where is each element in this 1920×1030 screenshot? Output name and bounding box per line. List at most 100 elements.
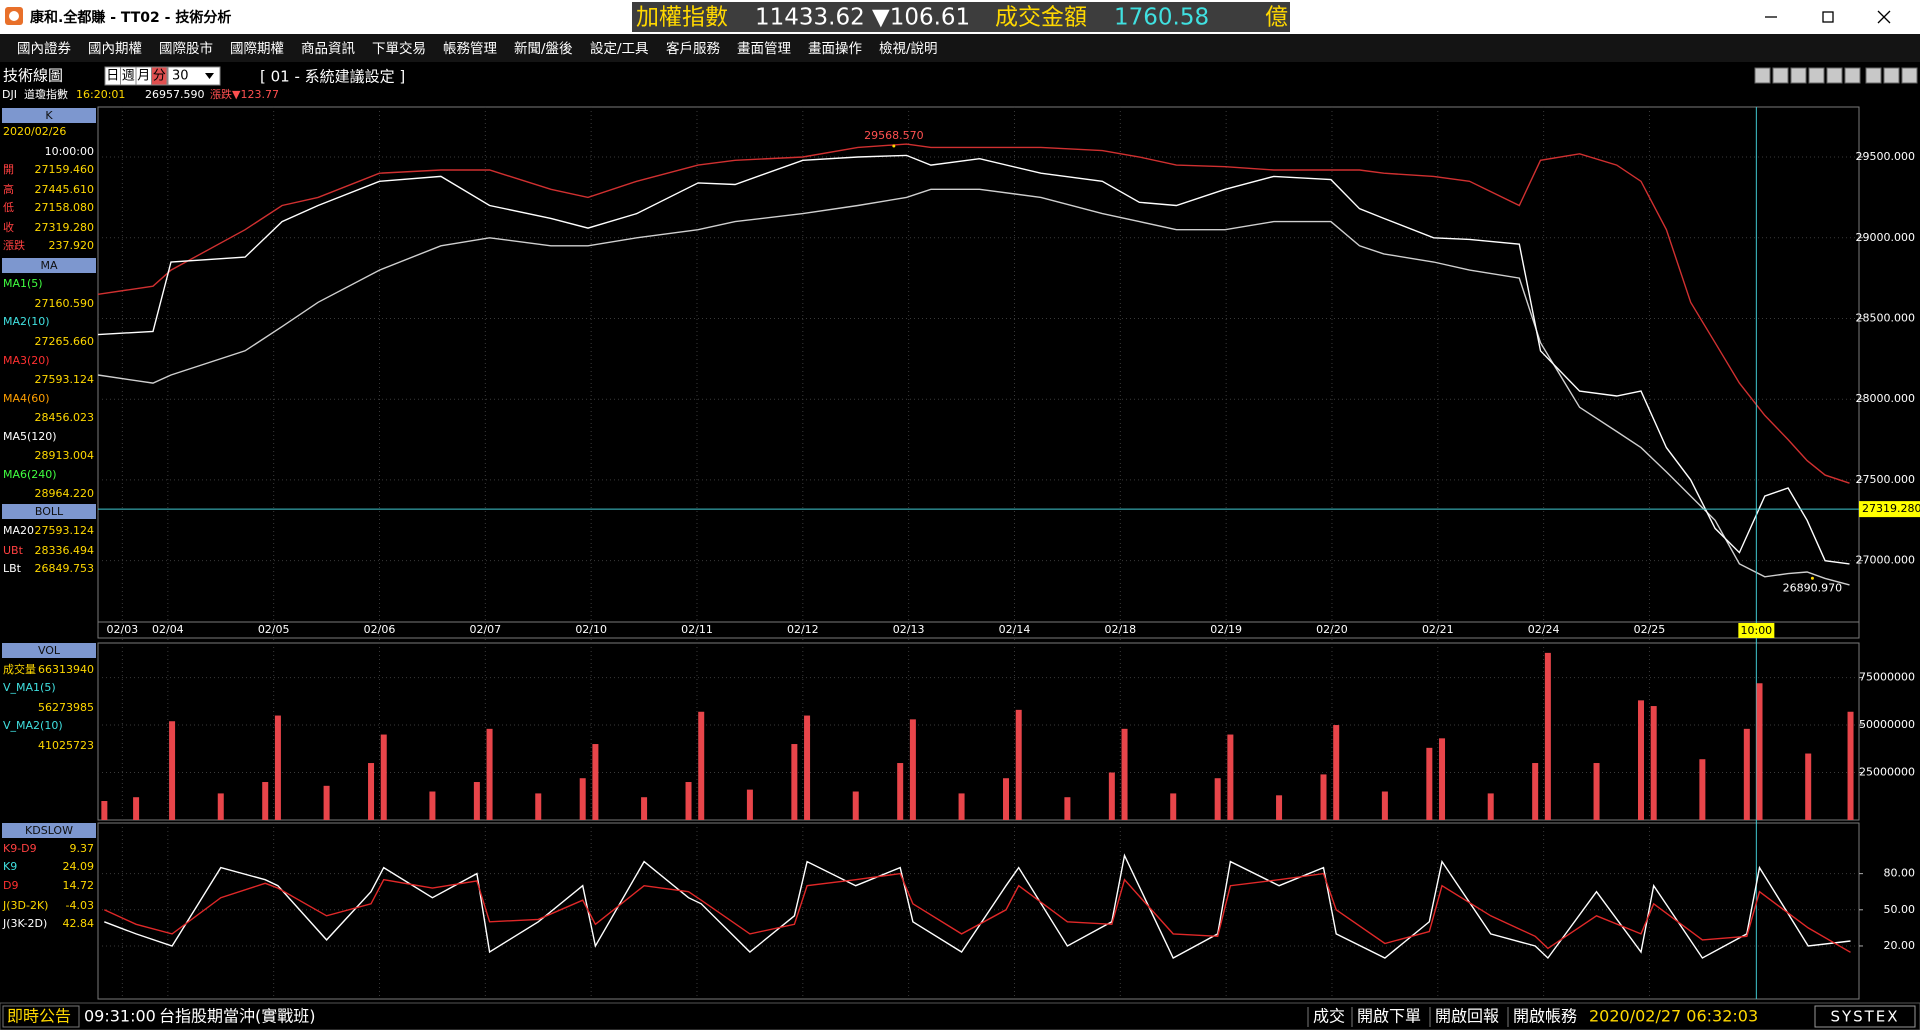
k-time: 10:00:00 (45, 145, 94, 158)
x-tick-label: 02/04 (152, 623, 184, 636)
menu-item[interactable]: 帳務管理 (443, 41, 497, 57)
tool-button[interactable] (1808, 67, 1825, 84)
status-button[interactable]: 成交 (1313, 1007, 1345, 1026)
menu-item[interactable]: 檢視/說明 (879, 40, 938, 57)
volume-bar (473, 782, 480, 820)
indicator-value: 14.72 (63, 879, 95, 892)
period-button[interactable] (151, 66, 168, 86)
volume-bar (1650, 706, 1657, 820)
x-tick-label: 02/12 (787, 623, 819, 636)
indicator-value: 28336.494 (35, 544, 95, 557)
x-tick-label: 02/24 (1528, 623, 1560, 636)
volume-bar (1214, 778, 1221, 820)
volume-bar (791, 744, 798, 820)
x-tick-label: 02/14 (999, 623, 1031, 636)
cursor-box (1738, 623, 1775, 638)
ticker-name: 加權指數 (636, 5, 728, 31)
indicator-value: 28964.220 (35, 487, 95, 500)
indicator-label: K9-D9 (3, 842, 37, 855)
turnover-value: 1760.58 (1114, 5, 1209, 31)
volume-bar (1003, 778, 1010, 820)
menu-item[interactable]: 設定/工具 (590, 41, 649, 57)
indicator-value: 26849.753 (35, 562, 95, 575)
turnover-label: 成交金額 (995, 5, 1087, 31)
setting-label[interactable]: [ 01 - 系統建議設定 ] (260, 68, 405, 86)
volume-bar (169, 721, 176, 820)
y-tick-label: 80.00 (1884, 867, 1916, 880)
chart-tools (1754, 67, 1918, 84)
y-tick-label: 50.00 (1884, 903, 1916, 916)
volume-bar (1121, 728, 1128, 820)
notice-label[interactable]: 即時公告 (7, 1007, 71, 1026)
period-label: 日 (106, 69, 119, 84)
indicator-label: 漲跌 (3, 238, 25, 252)
status-button[interactable]: 開啟下單 (1357, 1007, 1421, 1026)
indicator-value: 41025723 (38, 739, 94, 752)
indicator-value: 27265.660 (35, 335, 95, 348)
x-tick-label: 02/11 (681, 623, 713, 636)
menu-item[interactable]: 新聞/盤後 (514, 41, 573, 57)
menu-item[interactable]: 畫面操作 (808, 41, 862, 57)
tool-button[interactable] (1772, 67, 1789, 84)
y-tick-label: 20.00 (1884, 939, 1916, 952)
menu-item[interactable]: 國際期權 (230, 41, 284, 57)
volume-bar (641, 797, 648, 820)
tool-button[interactable] (1901, 67, 1918, 84)
volume-bar (429, 791, 436, 820)
indicator-value: 24.09 (63, 860, 95, 873)
indicator-value: 27158.080 (35, 201, 95, 214)
series-line (97, 154, 1850, 565)
indicator-label: 低 (3, 201, 14, 214)
menu-item[interactable]: 商品資訊 (301, 41, 355, 57)
x-tick-label: 02/18 (1104, 623, 1136, 636)
interval-select[interactable] (167, 66, 221, 86)
volume-bar (1532, 763, 1539, 820)
turnover-unit: 億 (1265, 5, 1288, 31)
y-tick-label: 25000000 (1859, 766, 1915, 779)
notice-message[interactable]: 台指股期當沖(實戰班) (159, 1007, 316, 1026)
price-panel (97, 106, 1860, 639)
volume-bar (852, 791, 859, 820)
dropdown-arrow (205, 73, 214, 79)
tool-button[interactable] (1883, 67, 1900, 84)
tool-button[interactable] (1865, 67, 1882, 84)
status-button[interactable]: 開啟帳務 (1513, 1007, 1577, 1026)
indicator-label: 成交量 (3, 662, 36, 676)
extreme-label: 29568.570 (864, 129, 924, 142)
y-tick-label: 50000000 (1859, 718, 1915, 731)
volume-bar (1108, 772, 1115, 820)
tool-button[interactable] (1844, 67, 1861, 84)
period-label: 月 (137, 69, 150, 84)
tool-button[interactable] (1754, 67, 1771, 84)
status-button[interactable]: 開啟回報 (1435, 1007, 1499, 1026)
section-header: K (45, 109, 53, 122)
window-title: 康和.全都賺 - TT02 - 技術分析 (30, 9, 231, 26)
notice-time: 09:31:00 (84, 1007, 156, 1026)
y-tick-label: 28000.000 (1856, 392, 1916, 405)
indicator-label: J(3K-2D) (2, 917, 47, 930)
k-date: 2020/02/26 (3, 125, 66, 138)
menu-item[interactable]: 下單交易 (372, 40, 426, 57)
tool-button[interactable] (1826, 67, 1843, 84)
y-tick-label: 29500.000 (1856, 150, 1916, 163)
close-button[interactable] (1877, 10, 1891, 24)
menu-item[interactable]: 國內證券 (17, 40, 71, 57)
menu-item[interactable]: 國內期權 (88, 41, 142, 57)
menu-item[interactable]: 客戶服務 (666, 40, 720, 57)
section-header-bg (2, 504, 96, 519)
indicator-label: 高 (3, 182, 14, 196)
menu-item[interactable]: 國際股市 (159, 40, 213, 57)
x-tick-label: 02/20 (1316, 623, 1348, 636)
volume-bar (1805, 753, 1812, 820)
menu-item[interactable]: 畫面管理 (737, 41, 791, 57)
restore-button[interactable] (1822, 11, 1834, 23)
y-tick-label: 29000.000 (1856, 231, 1916, 244)
volume-bar (486, 728, 493, 820)
y-tick-label: 27000.000 (1856, 554, 1916, 567)
notice-box (2, 1005, 80, 1028)
tool-button[interactable] (1790, 67, 1807, 84)
extreme-label: 26890.970 (1783, 581, 1843, 594)
volume-bar (1320, 774, 1327, 820)
volume-bar (133, 797, 140, 820)
brand: SYSTEX (1830, 1008, 1899, 1026)
